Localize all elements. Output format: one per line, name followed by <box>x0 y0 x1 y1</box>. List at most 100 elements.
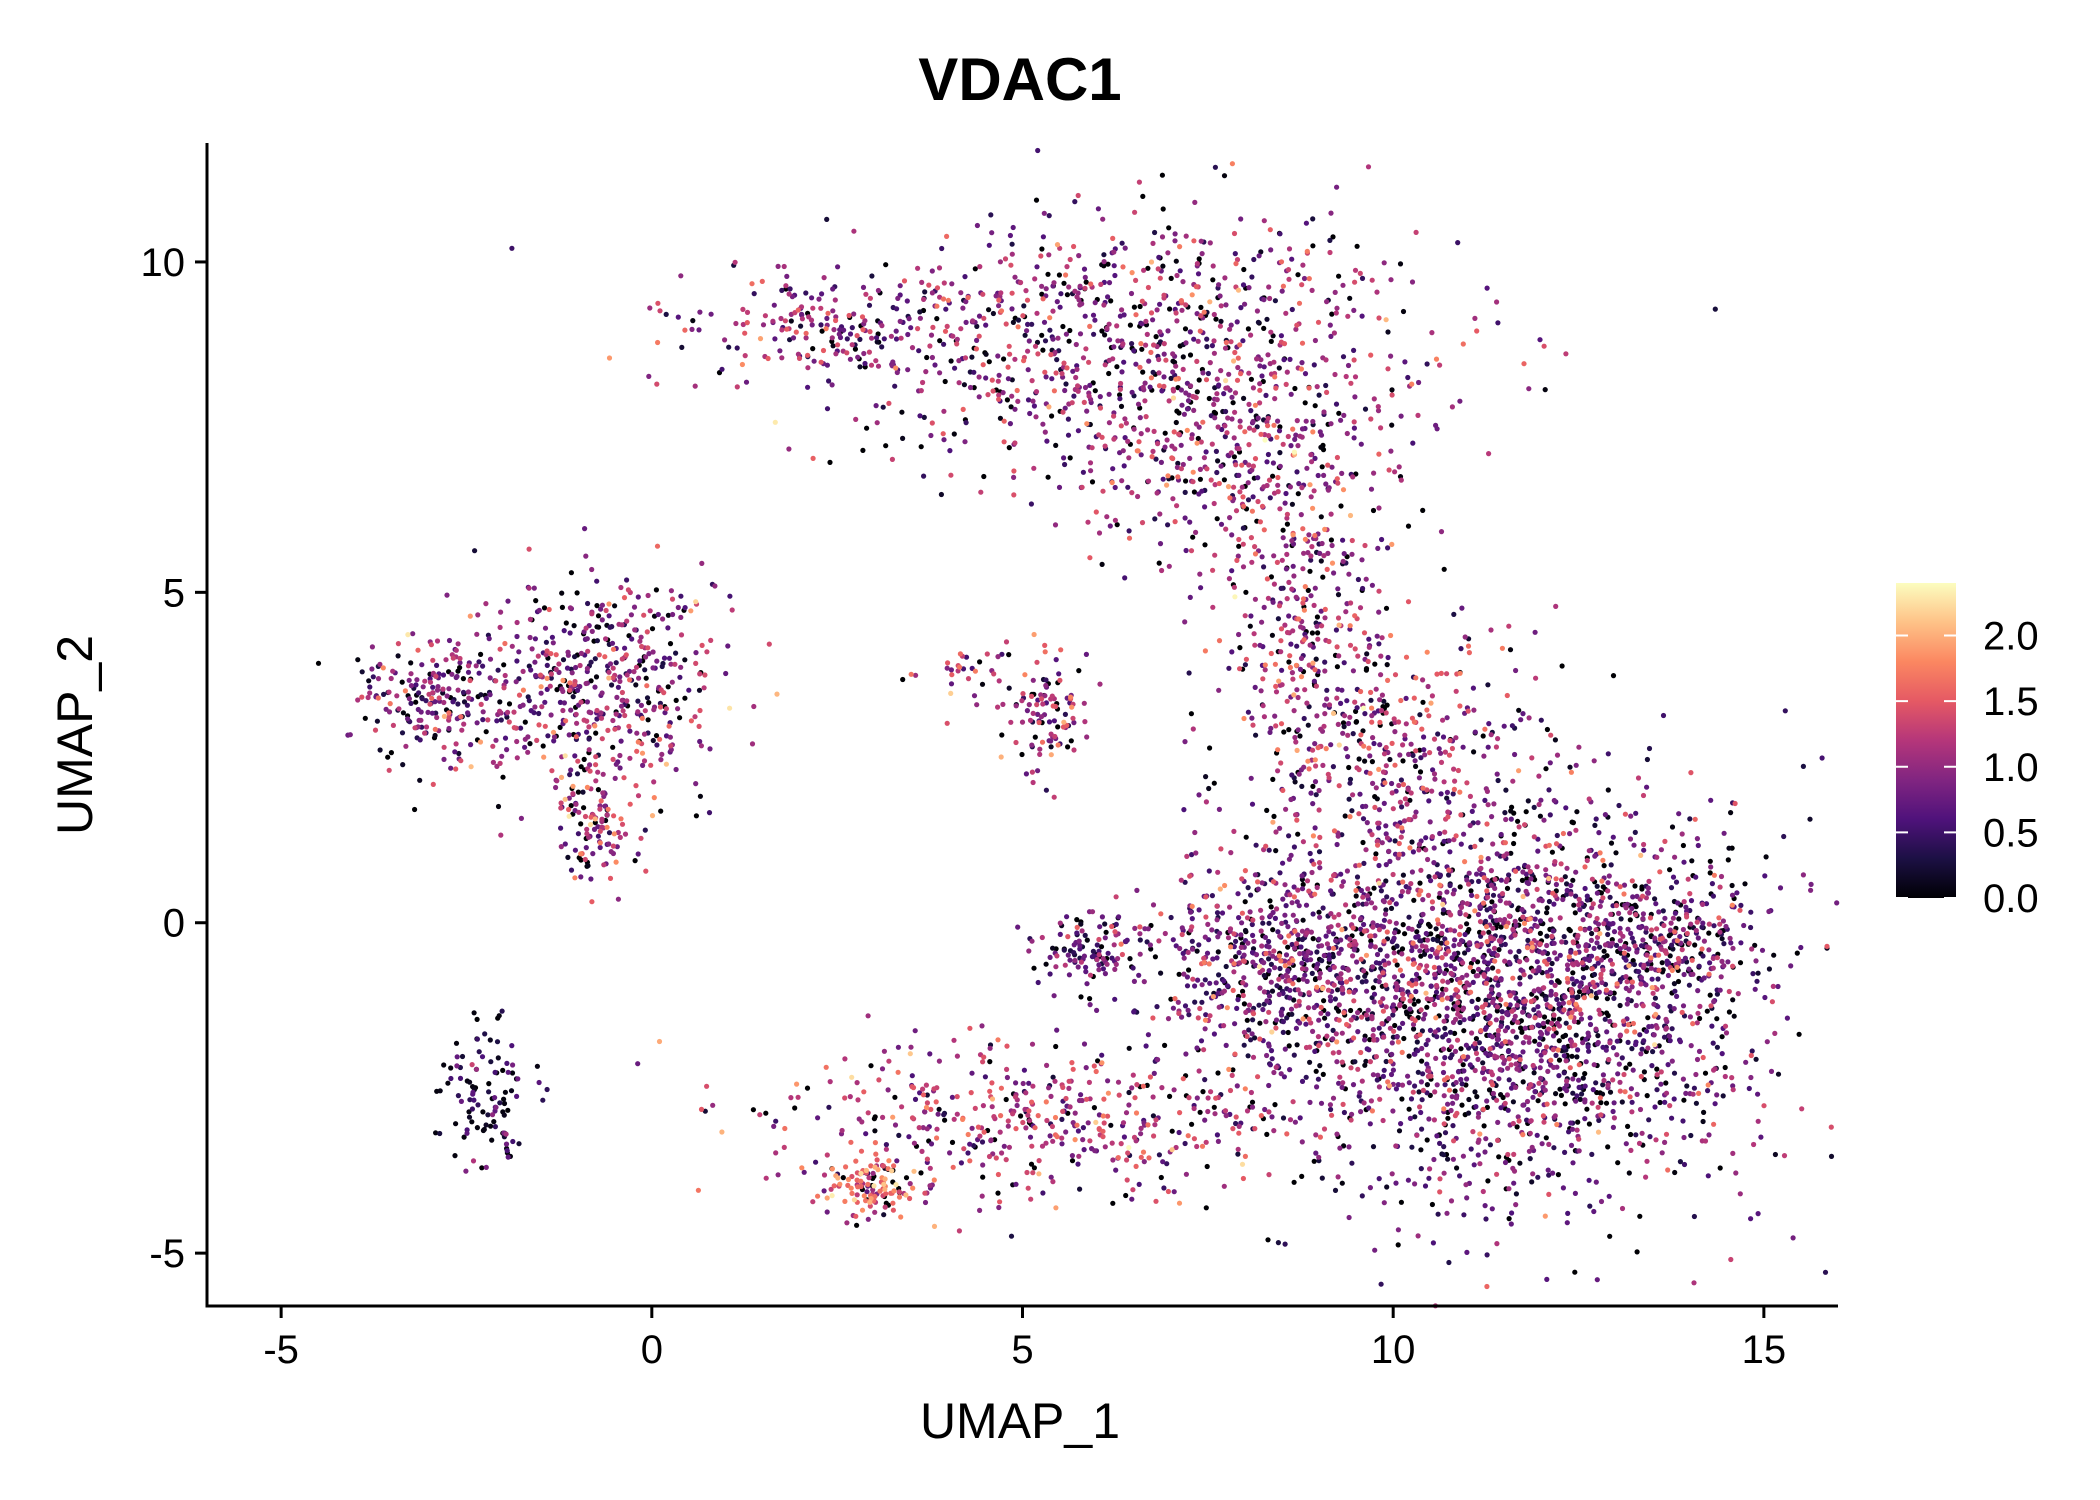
cell-point <box>1308 929 1314 935</box>
cell-point <box>1322 1015 1328 1021</box>
cell-point <box>1534 923 1540 930</box>
cell-point <box>1397 261 1404 267</box>
cell-point <box>1525 880 1532 887</box>
cell-point <box>1506 1077 1512 1083</box>
cell-point <box>441 699 447 706</box>
cell-point <box>1384 1048 1390 1054</box>
cell-point <box>1498 924 1504 930</box>
cell-point <box>1643 982 1649 988</box>
cell-point <box>696 327 702 333</box>
cell-point <box>1323 481 1329 487</box>
cell-point <box>1407 1115 1413 1121</box>
cell-point <box>1203 1012 1209 1018</box>
cell-point <box>1615 1071 1621 1077</box>
cell-point <box>638 634 644 640</box>
cell-point <box>1547 812 1553 818</box>
cell-point <box>501 662 507 668</box>
cell-point <box>1324 299 1330 305</box>
cell-point <box>979 1139 986 1145</box>
cell-point <box>989 230 995 236</box>
cell-point <box>1318 558 1324 564</box>
cell-point <box>536 607 542 614</box>
cell-point <box>1645 885 1651 891</box>
cell-point <box>1102 921 1108 927</box>
cell-point <box>1717 1165 1723 1171</box>
cell-point <box>1096 962 1102 968</box>
cell-point <box>618 703 625 709</box>
cell-point <box>1145 265 1151 271</box>
cell-point <box>1489 899 1495 905</box>
cell-point <box>677 715 683 721</box>
cell-point <box>1162 430 1168 436</box>
cell-point <box>1658 847 1664 853</box>
cell-point <box>1728 940 1734 946</box>
cell-point <box>1480 733 1486 739</box>
cell-point <box>1376 862 1382 869</box>
cell-point <box>1594 1089 1600 1096</box>
cell-point <box>1139 346 1145 352</box>
cell-point <box>1409 869 1415 875</box>
cell-point <box>1463 1182 1469 1188</box>
cell-point <box>1448 1107 1454 1114</box>
cell-point <box>641 731 648 737</box>
cell-point <box>1400 1020 1406 1026</box>
cell-point <box>1069 1158 1076 1164</box>
cell-point <box>612 603 618 609</box>
cell-point <box>1376 825 1382 831</box>
cell-point <box>1027 1134 1034 1140</box>
cell-point <box>1358 916 1364 922</box>
cell-point <box>841 327 847 333</box>
cell-point <box>1819 755 1825 761</box>
cell-point <box>1383 907 1389 913</box>
cell-point <box>1485 744 1491 750</box>
cell-point <box>1508 1040 1514 1046</box>
cell-point <box>1071 393 1077 399</box>
cell-point <box>1205 1108 1211 1115</box>
cell-point <box>1583 943 1589 949</box>
cell-point <box>1310 243 1316 249</box>
cell-point <box>1081 266 1088 272</box>
cell-point <box>1221 988 1227 994</box>
cell-point <box>1156 560 1162 566</box>
cell-point <box>1186 1012 1192 1018</box>
cell-point <box>1551 1100 1557 1106</box>
cell-point <box>1538 1058 1544 1064</box>
cell-point <box>1604 1029 1610 1035</box>
cell-point <box>1565 966 1571 973</box>
cell-point <box>1669 824 1676 830</box>
cell-point <box>1302 972 1308 978</box>
cell-point <box>1047 1133 1053 1139</box>
cell-point <box>1105 1078 1111 1084</box>
cell-point <box>1226 371 1232 377</box>
cell-point <box>1296 977 1302 983</box>
cell-point <box>1038 692 1044 698</box>
cell-point <box>1249 715 1255 721</box>
cell-point <box>503 1131 509 1137</box>
cell-point <box>1285 967 1291 974</box>
cell-point <box>865 1013 871 1019</box>
cell-point <box>1276 991 1282 998</box>
cell-point <box>1065 432 1072 438</box>
cell-point <box>1028 1161 1035 1167</box>
cell-point <box>1557 1086 1563 1092</box>
cell-point <box>1596 830 1602 836</box>
cell-point <box>1589 930 1595 937</box>
cell-point <box>1463 1042 1469 1048</box>
cell-point <box>1242 301 1248 307</box>
cell-point <box>607 624 613 630</box>
cell-point <box>1181 971 1187 977</box>
cell-point <box>1247 623 1253 629</box>
cell-point <box>1535 986 1541 992</box>
cell-point <box>1680 1118 1686 1124</box>
cell-point <box>1544 726 1550 733</box>
cell-point <box>1551 1064 1557 1070</box>
cell-point <box>1370 1072 1376 1078</box>
cell-point <box>1368 938 1374 944</box>
cell-point <box>1268 338 1274 344</box>
cell-point <box>1758 1134 1764 1140</box>
cell-point <box>1442 1130 1449 1136</box>
cell-point <box>474 631 480 637</box>
cell-point <box>1651 1001 1657 1007</box>
cell-point <box>1195 435 1201 442</box>
cell-point <box>1152 229 1158 236</box>
